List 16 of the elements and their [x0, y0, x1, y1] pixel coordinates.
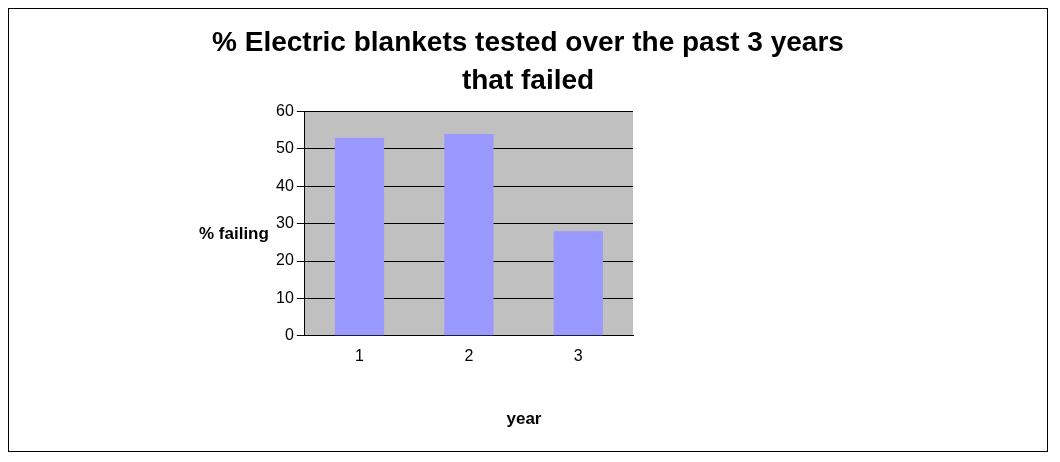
x-tick-label: 1 — [354, 346, 364, 364]
bar — [334, 137, 385, 336]
y-tick-label: 60 — [275, 102, 294, 120]
x-axis-title: year — [505, 409, 543, 429]
y-tick-label: 0 — [284, 326, 294, 344]
y-tick-label: 40 — [275, 176, 294, 194]
y-tick-label: 50 — [275, 139, 294, 157]
y-tick-label: 30 — [275, 214, 294, 232]
y-tick-label: 10 — [275, 288, 294, 306]
x-tick-label: 3 — [573, 346, 583, 364]
chart-title: % Electric blankets tested over the past 3 years that failed — [211, 25, 845, 97]
bar — [553, 231, 603, 336]
x-tick-label: 2 — [464, 346, 474, 364]
y-tick-label: 20 — [275, 251, 294, 269]
bar — [444, 134, 494, 336]
y-axis-title: % failing — [199, 224, 269, 244]
